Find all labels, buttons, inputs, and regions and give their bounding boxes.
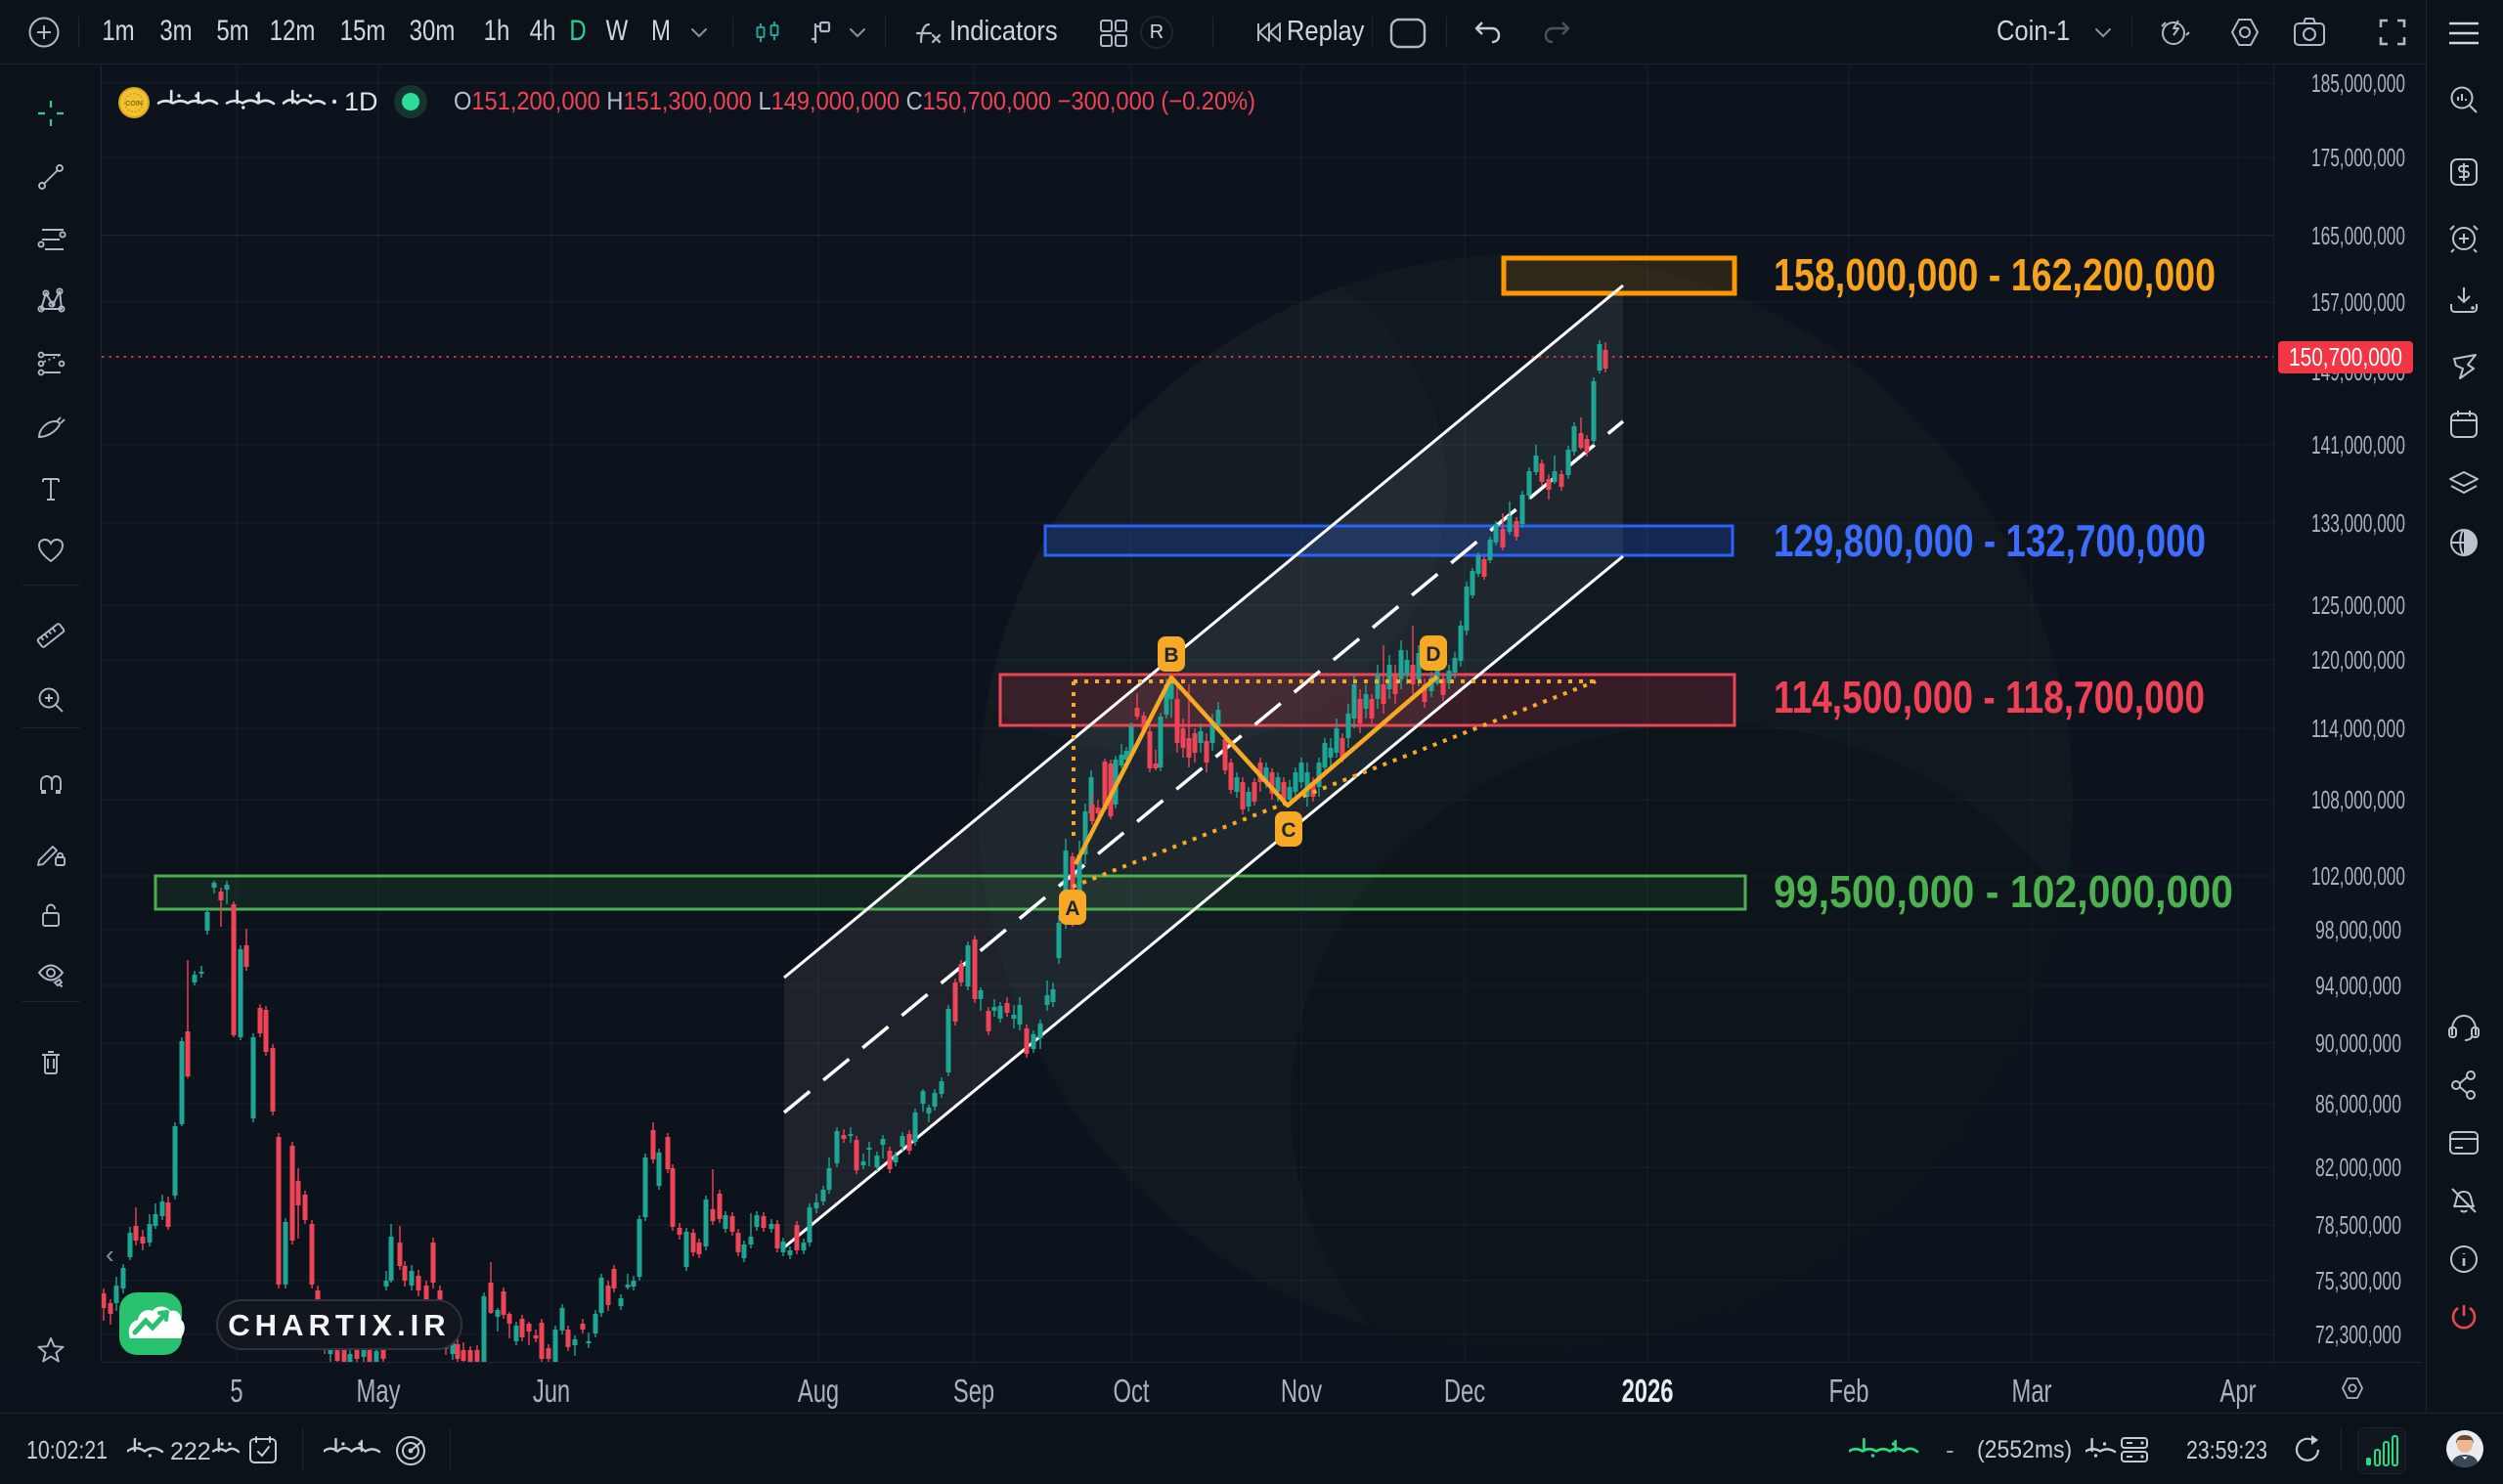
svg-text:133,000,000: 133,000,000	[2311, 508, 2405, 538]
svg-text:158,000,000 - 162,200,000: 158,000,000 - 162,200,000	[1774, 249, 2216, 300]
svg-text:222: 222	[170, 1438, 211, 1463]
svg-text:‹: ‹	[106, 1240, 114, 1269]
svg-text:129,800,000 - 132,700,000: 129,800,000 - 132,700,000	[1774, 515, 2206, 566]
svg-text:125,000,000: 125,000,000	[2311, 590, 2405, 620]
svg-text:1D: 1D	[344, 87, 378, 116]
svg-text:114,500,000 - 118,700,000: 114,500,000 - 118,700,000	[1774, 672, 2205, 722]
svg-text:78,500,000: 78,500,000	[2315, 1210, 2401, 1240]
svg-text:185,000,000: 185,000,000	[2311, 68, 2405, 98]
svg-text:141,000,000: 141,000,000	[2311, 430, 2405, 459]
svg-text:CHARTIX.IR: CHARTIX.IR	[228, 1308, 450, 1342]
svg-text:165,000,000: 165,000,000	[2311, 221, 2405, 250]
svg-text:D: D	[1426, 643, 1440, 666]
svg-text:B: B	[1164, 644, 1178, 667]
svg-text:COIN: COIN	[125, 101, 143, 108]
svg-text:108,000,000: 108,000,000	[2311, 785, 2405, 814]
svg-text:98,000,000: 98,000,000	[2315, 915, 2401, 944]
svg-text:O151,200,000 H151,300,000 L149: O151,200,000 H151,300,000 L149,000,000 C…	[454, 86, 1255, 115]
svg-text:157,000,000: 157,000,000	[2311, 287, 2405, 317]
svg-text:94,000,000: 94,000,000	[2315, 971, 2401, 1000]
svg-text:114,000,000: 114,000,000	[2311, 714, 2405, 743]
svg-text:175,000,000: 175,000,000	[2311, 143, 2405, 172]
svg-text:72,300,000: 72,300,000	[2315, 1320, 2401, 1349]
svg-text:A: A	[1065, 897, 1079, 920]
svg-text:75,300,000: 75,300,000	[2315, 1266, 2401, 1295]
svg-text:C: C	[1281, 819, 1295, 842]
svg-text:82,000,000: 82,000,000	[2315, 1153, 2401, 1182]
svg-text:150,700,000: 150,700,000	[2289, 342, 2402, 371]
svg-text:86,000,000: 86,000,000	[2315, 1089, 2401, 1118]
svg-text:99,500,000 - 102,000,000: 99,500,000 - 102,000,000	[1774, 866, 2233, 917]
svg-text:90,000,000: 90,000,000	[2315, 1028, 2401, 1058]
svg-text:102,000,000: 102,000,000	[2311, 861, 2405, 891]
svg-text:120,000,000: 120,000,000	[2311, 645, 2405, 675]
